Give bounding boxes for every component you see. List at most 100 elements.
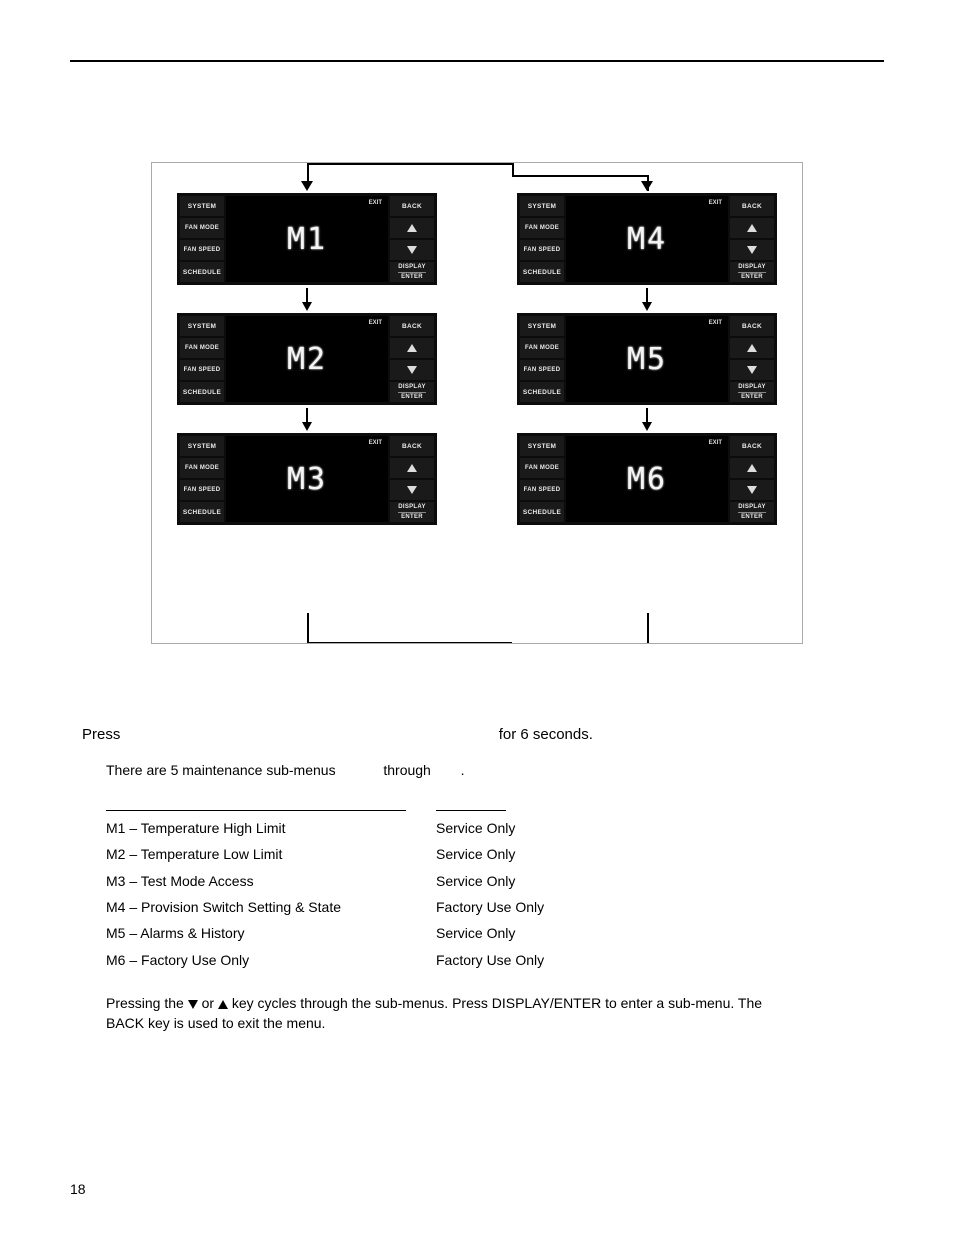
system-button[interactable]: SYSTEM [520,196,564,216]
fan-mode-button[interactable]: FAN MODE [520,218,564,238]
press-label: Press [82,726,120,743]
menu-row-label: M5 – Alarms & History [106,923,436,943]
menu-row-access: Factory Use Only [436,897,544,917]
menu-row-access: Service Only [436,818,515,838]
lcd-screen: EXIT M6 [566,436,728,522]
display-enter-button[interactable]: DISPLAYENTER [730,502,774,522]
page-number: 18 [70,1181,86,1197]
triangle-down-icon [188,1000,198,1009]
fan-mode-button[interactable]: FAN MODE [520,458,564,478]
system-button[interactable]: SYSTEM [520,436,564,456]
arrow-down-icon [517,405,777,433]
lcd-screen: EXIT M4 [566,196,728,282]
triangle-up-icon [407,464,417,472]
thermostat-panel-m5: SYSTEM EXIT M5 BACK FAN MODE FAN SPEED S… [517,313,777,405]
triangle-up-icon [407,224,417,232]
sub-intro-line: There are 5 maintenance sub-menus throug… [82,760,884,780]
schedule-button[interactable]: SCHEDULE [520,502,564,522]
back-button[interactable]: BACK [730,316,774,336]
system-button[interactable]: SYSTEM [520,316,564,336]
triangle-down-icon [407,246,417,254]
up-button[interactable] [390,458,434,478]
display-enter-button[interactable]: DISPLAYENTER [730,382,774,402]
fan-mode-button[interactable]: FAN MODE [520,338,564,358]
fan-speed-button[interactable]: FAN SPEED [180,240,224,260]
fan-mode-button[interactable]: FAN MODE [180,218,224,238]
arrow-down-icon [517,285,777,313]
press-line: Press for 6 seconds. [82,724,884,746]
down-button[interactable] [730,360,774,380]
menu-row-access: Service Only [436,871,515,891]
fan-speed-button[interactable]: FAN SPEED [520,480,564,500]
fan-mode-button[interactable]: FAN MODE [180,338,224,358]
back-button[interactable]: BACK [730,436,774,456]
sub-intro-a: There are 5 maintenance sub-menus [106,762,336,778]
display-enter-button[interactable]: DISPLAYENTER [390,262,434,282]
down-button[interactable] [390,480,434,500]
back-button[interactable]: BACK [730,196,774,216]
back-button[interactable]: BACK [390,316,434,336]
system-button[interactable]: SYSTEM [180,436,224,456]
down-button[interactable] [730,240,774,260]
schedule-button[interactable]: SCHEDULE [180,262,224,282]
menu-row-access: Service Only [436,923,515,943]
menu-row-label: M4 – Provision Switch Setting & State [106,897,436,917]
lcd-value: M1 [287,222,327,257]
system-button[interactable]: SYSTEM [180,316,224,336]
lcd-value: M3 [287,462,327,497]
menu-row-label: M1 – Temperature High Limit [106,818,436,838]
menu-row: M1 – Temperature High LimitService Only [106,815,884,841]
back-button[interactable]: BACK [390,196,434,216]
schedule-button[interactable]: SCHEDULE [180,382,224,402]
up-button[interactable] [730,218,774,238]
up-button[interactable] [730,338,774,358]
fan-speed-button[interactable]: FAN SPEED [180,360,224,380]
exit-label: EXIT [709,320,722,326]
arrow-down-icon [177,405,437,433]
triangle-up-icon [747,344,757,352]
menu-row: M2 – Temperature Low LimitService Only [106,841,884,867]
sub-intro-c: . [461,762,465,778]
up-button[interactable] [390,218,434,238]
sub-intro-b: through [383,762,430,778]
down-button[interactable] [390,360,434,380]
triangle-up-icon [747,464,757,472]
down-button[interactable] [390,240,434,260]
system-button[interactable]: SYSTEM [180,196,224,216]
lcd-screen: EXIT M1 [226,196,388,282]
menu-row-access: Service Only [436,844,515,864]
schedule-button[interactable]: SCHEDULE [180,502,224,522]
footnote: Pressing the or key cycles through the s… [82,993,766,1034]
down-button[interactable] [730,480,774,500]
menu-row: M3 – Test Mode AccessService Only [106,868,884,894]
thermostat-panel-m6: SYSTEM EXIT M6 BACK FAN MODE FAN SPEED S… [517,433,777,525]
page: SYSTEM EXIT M1 BACK FAN MODE FAN SPEED S… [0,0,954,1235]
footnote-a: Pressing the [106,995,188,1011]
fan-mode-button[interactable]: FAN MODE [180,458,224,478]
triangle-up-icon [218,1000,228,1009]
display-enter-button[interactable]: DISPLAYENTER [730,262,774,282]
display-enter-button[interactable]: DISPLAYENTER [390,382,434,402]
exit-label: EXIT [369,200,382,206]
display-enter-button[interactable]: DISPLAYENTER [390,502,434,522]
thermostat-panel-m2: SYSTEM EXIT M2 BACK FAN MODE FAN SPEED S… [177,313,437,405]
menu-row-label: M6 – Factory Use Only [106,950,436,970]
arrow-down-icon [177,285,437,313]
triangle-down-icon [747,246,757,254]
up-button[interactable] [730,458,774,478]
schedule-button[interactable]: SCHEDULE [520,262,564,282]
fan-speed-button[interactable]: FAN SPEED [520,360,564,380]
back-button[interactable]: BACK [390,436,434,456]
up-button[interactable] [390,338,434,358]
thermostat-panel-m1: SYSTEM EXIT M1 BACK FAN MODE FAN SPEED S… [177,193,437,285]
schedule-button[interactable]: SCHEDULE [520,382,564,402]
lcd-value: M6 [627,462,667,497]
lcd-value: M4 [627,222,667,257]
fan-speed-button[interactable]: FAN SPEED [180,480,224,500]
thermostat-panel-m3: SYSTEM EXIT M3 BACK FAN MODE FAN SPEED S… [177,433,437,525]
thermostat-panel-m4: SYSTEM EXIT M4 BACK FAN MODE FAN SPEED S… [517,193,777,285]
menu-table: M1 – Temperature High LimitService OnlyM… [82,810,884,973]
triangle-down-icon [407,486,417,494]
fan-speed-button[interactable]: FAN SPEED [520,240,564,260]
body-text: Press for 6 seconds. There are 5 mainten… [70,724,884,1033]
